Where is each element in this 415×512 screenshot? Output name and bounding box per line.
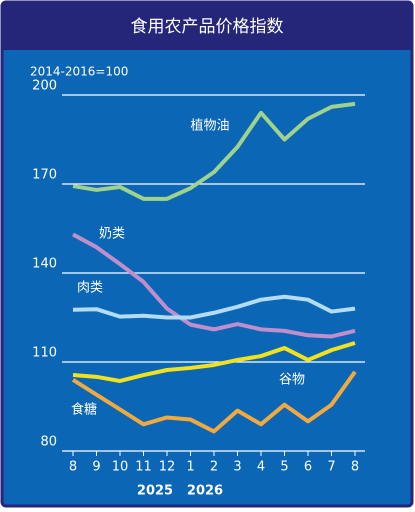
x-tick-label: 3: [233, 460, 241, 475]
y-tick-label: 80: [40, 435, 57, 450]
y-tick-label: 200: [32, 79, 57, 94]
x-tick-label: 9: [92, 460, 100, 475]
series-label: 食糖: [71, 402, 97, 418]
x-tick-label: 10: [112, 460, 129, 475]
series-line: [72, 294, 356, 320]
x-tick-label: 6: [304, 460, 312, 475]
title-bar: [2, 2, 412, 50]
series-label: 植物油: [190, 119, 229, 134]
y-tick-label: 170: [32, 168, 57, 183]
chart-subtitle: 2014-2016=100: [30, 65, 128, 79]
x-tick-label: 8: [69, 460, 77, 475]
year-label: 2026: [187, 484, 223, 499]
x-tick-label: 8: [351, 460, 359, 475]
series-label: 肉类: [77, 281, 103, 296]
series-label: 谷物: [279, 373, 305, 388]
x-tick-label: 11: [135, 460, 152, 475]
series-line: [72, 341, 356, 383]
x-tick-label: 7: [327, 460, 335, 475]
series-line: [72, 232, 356, 339]
x-tick-label: 5: [280, 460, 288, 475]
x-tick-label: 4: [257, 460, 265, 475]
chart-title: 食用农产品价格指数: [131, 17, 284, 37]
x-tick-label: 12: [159, 460, 176, 475]
series-line: [72, 101, 356, 201]
x-tick-label: 2: [210, 460, 218, 475]
y-tick-label: 140: [32, 257, 57, 272]
y-tick-label: 110: [32, 346, 57, 361]
x-tick-label: 1: [186, 460, 194, 475]
series-line: [71, 370, 357, 434]
series-label: 奶类: [99, 227, 125, 242]
year-label: 2025: [137, 484, 173, 499]
